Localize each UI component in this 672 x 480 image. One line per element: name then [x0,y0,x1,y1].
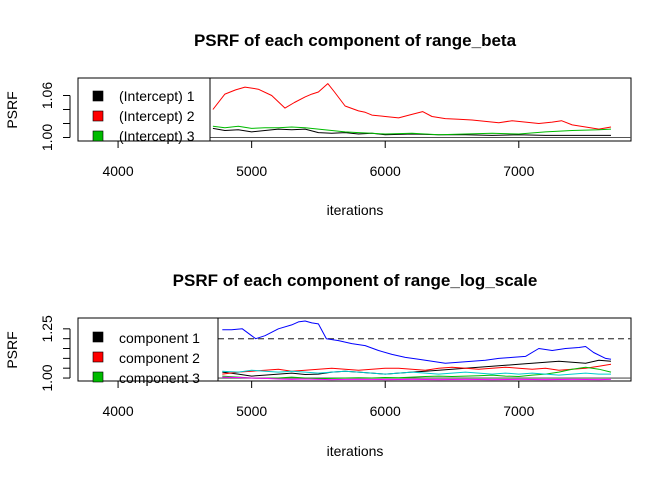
x-tick-label: 4000 [102,163,133,179]
panel-range-beta: PSRF of each component of range_beta ite… [4,31,632,218]
x-tick-label: 4000 [102,403,133,419]
legend-swatch-component-1 [92,331,104,343]
legend-label-intercept-1: (Intercept) 1 [119,88,195,104]
series-line-5 [222,369,611,376]
series-lines [212,83,612,136]
x-tick-label: 5000 [236,163,267,179]
y-tick-label: 1.25 [39,315,55,342]
series-line-2 [212,83,612,130]
x-axis-label: iterations [327,202,384,218]
y-axis: 1.00 1.25 [39,315,71,392]
legend-swatch-intercept-1 [92,90,104,102]
x-tick-label: 7000 [503,163,534,179]
legend-swatch-intercept-3 [92,130,104,142]
series-lines [222,320,612,381]
legend-box [77,77,211,142]
chart-title: PSRF of each component of range_beta [194,31,517,50]
chart-title: PSRF of each component of range_log_scal… [173,271,538,290]
x-tick-label: 6000 [370,163,401,179]
x-tick-label: 5000 [236,403,267,419]
x-tick-label: 6000 [370,403,401,419]
legend-box [77,317,219,382]
legend: (Intercept) 1 (Intercept) 2 (Intercept) … [77,77,211,144]
x-tick-label: 7000 [503,403,534,419]
series-line-1 [212,127,611,136]
legend-swatch-component-3 [92,371,104,383]
legend-label-intercept-3: (Intercept) 3 [119,128,195,144]
y-tick-label: 1.06 [39,82,55,109]
series-line-6 [222,376,612,381]
x-axis-label: iterations [327,443,384,459]
series-line-3 [212,125,612,136]
y-tick-label: 1.00 [39,124,55,151]
legend-label-component-2: component 2 [119,350,200,366]
legend-swatch-component-2 [92,351,104,363]
legend: component 1 component 2 component 3 [77,317,219,386]
series-line-4 [222,320,612,364]
legend-label-component-3: component 3 [119,370,200,386]
legend-swatch-intercept-2 [92,110,104,122]
y-axis: 1.00 1.06 [39,82,71,151]
y-axis-label: PSRF [4,331,20,368]
y-axis-label: PSRF [4,91,20,128]
legend-label-intercept-2: (Intercept) 2 [119,108,195,124]
legend-label-component-1: component 1 [119,330,200,346]
x-axis: 4000 5000 6000 7000 [102,140,535,179]
x-axis: 4000 5000 6000 7000 [102,380,535,419]
series-line-1 [222,359,612,377]
y-tick-label: 1.00 [39,364,55,391]
panel-range-log-scale: PSRF of each component of range_log_scal… [4,271,632,459]
